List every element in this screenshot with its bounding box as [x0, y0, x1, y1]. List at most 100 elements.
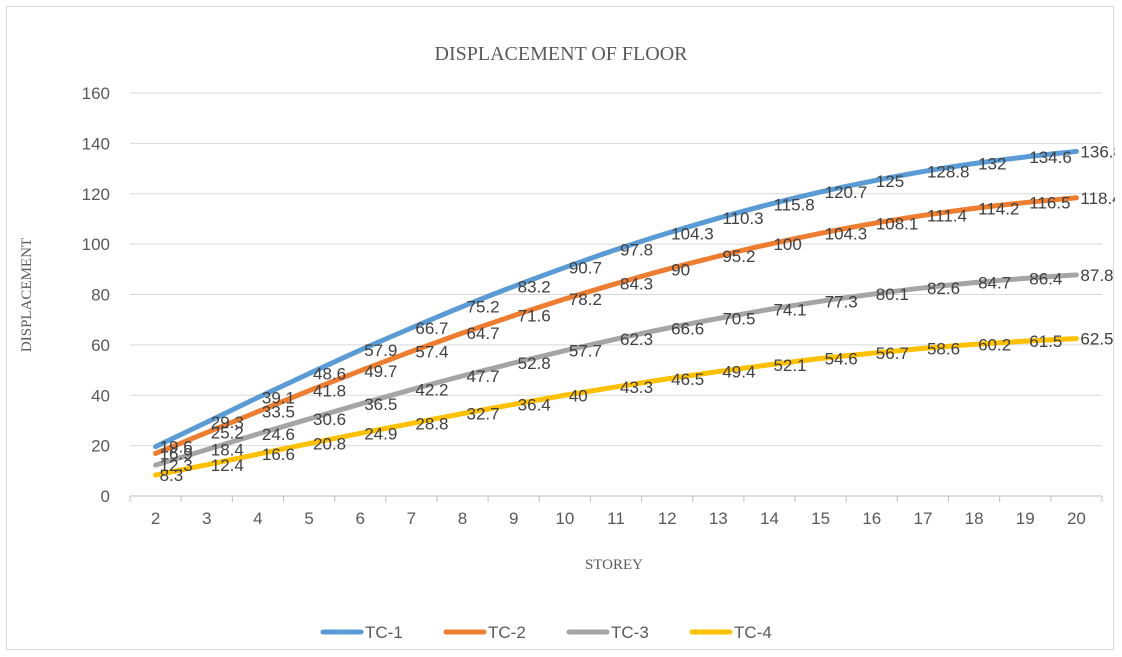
data-label: 111.4 [927, 206, 967, 225]
data-label: 100 [773, 235, 801, 254]
data-label: 46.5 [671, 370, 704, 389]
data-label: 33.5 [262, 403, 295, 422]
x-tick-label: 7 [407, 509, 416, 528]
data-label: 16.9 [160, 444, 193, 463]
data-label: 43.3 [620, 378, 653, 397]
x-tick-label: 19 [1016, 509, 1035, 528]
data-label: 20.8 [313, 435, 346, 454]
legend-label: TC-2 [488, 623, 526, 642]
data-label: 125 [876, 172, 904, 191]
legend-label: TC-3 [611, 623, 649, 642]
data-label: 49.7 [364, 362, 397, 381]
axes: 0 20 40 60 80 100 120 140 160 2 3 4 5 6 7 8 9 10 11 12 13 14 1… [82, 84, 1103, 528]
data-label: 57.4 [415, 342, 448, 361]
data-label: 120.7 [825, 183, 868, 202]
data-label: 39.1 [262, 389, 295, 408]
data-label: 16.6 [262, 445, 295, 464]
data-label: 62.5 [1080, 330, 1113, 349]
data-label: 108.1 [876, 215, 919, 234]
chart-frame: DISPLACEMENT OF FLOOR 0 20 40 60 80 100 120 140… [6, 6, 1115, 650]
data-label: 57.7 [569, 342, 602, 361]
x-tick-label: 18 [965, 509, 984, 528]
data-label: 128.8 [927, 163, 970, 182]
data-label: 12.4 [211, 456, 244, 475]
data-label: 19.6 [160, 438, 193, 457]
y-tick-label: 140 [82, 134, 110, 153]
y-tick-label: 100 [82, 235, 110, 254]
series-lines [153, 148, 1079, 478]
data-label: 115.8 [773, 195, 814, 214]
data-label: 87.8 [1080, 266, 1113, 285]
data-label: 30.6 [313, 410, 346, 429]
data-label: 18.4 [211, 441, 244, 460]
data-label: 80.1 [876, 285, 909, 304]
data-label: 57.9 [364, 341, 397, 360]
y-tick-label: 60 [91, 336, 110, 355]
data-label: 78.2 [569, 290, 602, 309]
data-label: 61.5 [1029, 332, 1062, 351]
data-label: 52.1 [773, 356, 806, 375]
series-line-tc-4 [153, 336, 1079, 478]
data-label: 24.9 [364, 424, 397, 443]
data-label: 8.3 [160, 466, 184, 485]
x-tick-label: 2 [151, 509, 160, 528]
x-tick-label: 4 [253, 509, 262, 528]
legend-label: TC-1 [365, 623, 403, 642]
data-label: 90.7 [569, 259, 602, 278]
data-label: 36.4 [518, 395, 551, 414]
data-labels: 19.6 29.3 39.1 48.6 57.9 66.7 75.2 83.2 90.7 97.8… [160, 142, 1115, 485]
x-tick-label: 17 [913, 509, 932, 528]
data-label: 56.7 [876, 344, 909, 363]
data-label: 41.8 [313, 382, 346, 401]
data-label: 40 [569, 386, 588, 405]
x-tick-label: 13 [709, 509, 728, 528]
data-label: 54.6 [825, 349, 858, 368]
data-label: 70.5 [722, 309, 755, 328]
data-label: 28.8 [415, 414, 448, 433]
data-label: 66.6 [671, 319, 704, 338]
data-label: 75.2 [467, 298, 500, 317]
data-label: 104.3 [671, 224, 714, 243]
y-tick-label: 0 [101, 487, 110, 506]
data-label: 71.6 [518, 307, 551, 326]
data-label: 60.2 [978, 335, 1011, 354]
data-label: 25.2 [211, 424, 244, 443]
line-chart: DISPLACEMENT OF FLOOR 0 20 40 60 80 100 120 140… [19, 43, 1115, 642]
data-label: 84.3 [620, 275, 653, 294]
y-tick-label: 20 [91, 437, 110, 456]
x-tick-label: 14 [760, 509, 779, 528]
series-line-tc-2 [153, 195, 1079, 456]
y-tick-label: 160 [82, 84, 110, 103]
chart-title: DISPLACEMENT OF FLOOR [435, 43, 689, 65]
series-line-tc-3 [153, 272, 1079, 468]
x-tick-label: 12 [658, 509, 677, 528]
x-tick-label: 9 [509, 509, 518, 528]
data-label: 24.6 [262, 425, 295, 444]
x-tick-label: 3 [202, 509, 211, 528]
x-tick-label: 5 [304, 509, 313, 528]
y-tick-label: 40 [91, 386, 110, 405]
data-label: 97.8 [620, 241, 653, 260]
data-label: 29.3 [211, 413, 244, 432]
data-label: 84.7 [978, 274, 1011, 293]
data-label: 95.2 [722, 247, 755, 266]
data-label: 36.5 [364, 395, 397, 414]
y-tick-label: 80 [91, 286, 110, 305]
data-label: 132 [978, 155, 1006, 174]
legend: TC-1 TC-2 TC-3 TC-4 [320, 623, 772, 642]
data-label: 48.6 [313, 365, 346, 384]
data-label: 104.3 [825, 224, 868, 243]
data-label: 114.2 [978, 199, 1019, 218]
data-label: 52.8 [518, 354, 551, 373]
data-label: 32.7 [467, 405, 500, 424]
x-axis-title: STOREY [585, 557, 643, 573]
data-label: 74.1 [773, 300, 806, 319]
x-tick-label: 16 [862, 509, 881, 528]
data-label: 49.4 [722, 363, 755, 382]
x-tick-label: 6 [355, 509, 364, 528]
data-label: 77.3 [825, 292, 858, 311]
y-tick-label: 120 [82, 185, 110, 204]
data-label: 62.3 [620, 330, 653, 349]
data-label: 116.5 [1029, 194, 1070, 213]
data-label: 110.3 [722, 209, 763, 228]
